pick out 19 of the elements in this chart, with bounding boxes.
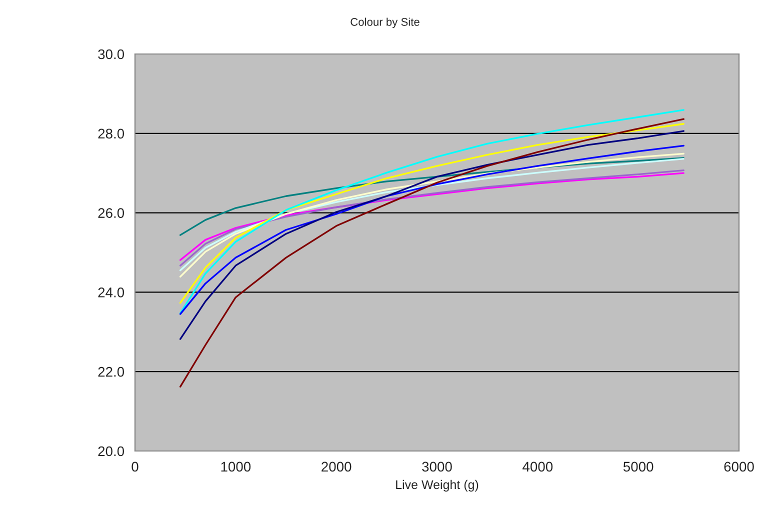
y-tick-label: 24.0 — [98, 288, 124, 298]
y-tick-label: 22.0 — [98, 366, 124, 377]
line-series — [179, 130, 684, 340]
y-tick-label: 20.0 — [98, 446, 124, 456]
chart-title: Colour by Site — [350, 18, 420, 28]
y-tick-label: 26.0 — [98, 208, 124, 218]
x-tick-label: 1000 — [221, 462, 251, 472]
line-series — [179, 118, 684, 388]
y-tick-label: 30.0 — [98, 49, 124, 60]
x-tick-label: 3000 — [422, 462, 452, 472]
x-tick-label: 0 — [132, 462, 138, 472]
x-tick-label: 5000 — [623, 462, 654, 472]
x-tick-label: 4000 — [522, 462, 553, 472]
x-axis-title: Live Weight (g) — [396, 480, 478, 492]
line-series — [179, 157, 684, 236]
line-series — [179, 144, 684, 315]
x-tick-label: 6000 — [724, 462, 754, 472]
y-tick-label: 28.0 — [98, 128, 124, 139]
x-tick-label: 2000 — [322, 462, 352, 472]
